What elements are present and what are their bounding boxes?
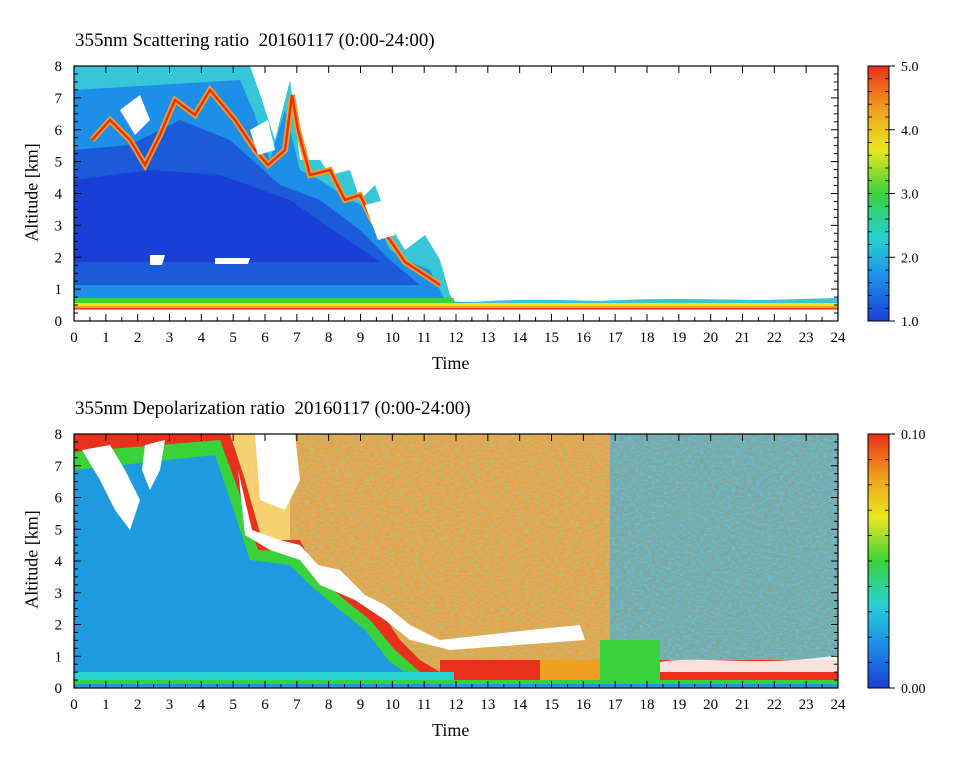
colorbar-tick-label: 5.0 bbox=[901, 60, 919, 75]
x-tick-label: 18 bbox=[640, 330, 655, 346]
x-tick-label: 15 bbox=[544, 330, 559, 346]
y-tick-label: 8 bbox=[55, 427, 63, 443]
x-tick-label: 17 bbox=[608, 330, 624, 346]
x-tick-label: 2 bbox=[134, 697, 142, 713]
x-tick-label: 4 bbox=[198, 330, 206, 346]
x-tick-label: 0 bbox=[70, 330, 78, 346]
x-tick-label: 15 bbox=[544, 697, 559, 713]
x-tick-label: 7 bbox=[293, 330, 301, 346]
x-tick-label: 3 bbox=[166, 330, 174, 346]
x-tick-label: 24 bbox=[831, 330, 847, 346]
x-tick-label: 9 bbox=[357, 697, 365, 713]
y-tick-label: 3 bbox=[55, 586, 63, 602]
x-tick-label: 4 bbox=[198, 697, 206, 713]
x-tick-label: 5 bbox=[229, 697, 237, 713]
x-tick-label: 19 bbox=[671, 697, 686, 713]
x-tick-label: 6 bbox=[261, 330, 269, 346]
colorbar-tick-label: 3.0 bbox=[901, 188, 919, 203]
y-tick-label: 7 bbox=[55, 91, 63, 107]
x-tick-label: 22 bbox=[767, 697, 782, 713]
y-tick-label: 0 bbox=[55, 314, 63, 330]
scattering-heatmap bbox=[74, 66, 838, 321]
y-tick-label: 0 bbox=[55, 681, 63, 697]
x-tick-label: 3 bbox=[166, 697, 174, 713]
y-tick-label: 1 bbox=[55, 282, 63, 298]
x-tick-label: 1 bbox=[102, 697, 110, 713]
depol-cloud-inner bbox=[74, 455, 405, 672]
x-axis-label-depolarization: Time bbox=[432, 720, 470, 740]
x-tick-label: 9 bbox=[357, 330, 365, 346]
x-tick-label: 21 bbox=[735, 697, 750, 713]
colorbar-tick-label: 0.00 bbox=[901, 682, 926, 697]
x-tick-label: 16 bbox=[576, 330, 592, 346]
x-tick-label: 21 bbox=[735, 330, 750, 346]
x-tick-label: 12 bbox=[449, 697, 464, 713]
x-tick-label: 5 bbox=[229, 330, 237, 346]
x-tick-label: 0 bbox=[70, 697, 78, 713]
x-tick-label: 18 bbox=[640, 697, 655, 713]
chart-title-depolarization: 355nm Depolarization ratio 20160117 (0:0… bbox=[75, 398, 471, 419]
x-tick-label: 13 bbox=[480, 330, 495, 346]
x-tick-label: 22 bbox=[767, 330, 782, 346]
colorbar-tick-label: 2.0 bbox=[901, 251, 919, 266]
x-tick-label: 1 bbox=[102, 330, 110, 346]
x-tick-label: 11 bbox=[417, 697, 431, 713]
x-tick-label: 10 bbox=[385, 697, 400, 713]
y-tick-label: 4 bbox=[55, 187, 63, 203]
x-tick-label: 12 bbox=[449, 330, 464, 346]
x-tick-label: 16 bbox=[576, 697, 592, 713]
x-tick-label: 13 bbox=[480, 697, 495, 713]
cloud-core-deep bbox=[74, 170, 380, 262]
x-tick-label: 23 bbox=[799, 697, 814, 713]
colorbar-tick-label: 1.0 bbox=[901, 315, 919, 330]
x-tick-label: 19 bbox=[671, 330, 686, 346]
y-tick-label: 2 bbox=[55, 618, 63, 634]
x-tick-label: 8 bbox=[325, 330, 333, 346]
y-tick-label: 6 bbox=[55, 123, 63, 139]
y-tick-label: 7 bbox=[55, 459, 63, 475]
colorbar-tick-label: 4.0 bbox=[901, 124, 919, 139]
x-tick-label: 7 bbox=[293, 697, 301, 713]
x-tick-label: 17 bbox=[608, 697, 624, 713]
y-tick-label: 1 bbox=[55, 649, 63, 665]
depolarization-heatmap bbox=[74, 434, 838, 688]
x-tick-label: 20 bbox=[703, 697, 718, 713]
x-tick-label: 24 bbox=[831, 697, 847, 713]
x-tick-label: 2 bbox=[134, 330, 142, 346]
x-tick-label: 6 bbox=[261, 697, 269, 713]
x-tick-label: 10 bbox=[385, 330, 400, 346]
y-tick-label: 5 bbox=[55, 155, 63, 171]
x-tick-label: 23 bbox=[799, 330, 814, 346]
colorbar-tick-label: 0.10 bbox=[901, 428, 926, 443]
y-tick-label: 5 bbox=[55, 522, 63, 538]
x-tick-label: 11 bbox=[417, 330, 431, 346]
y-tick-label: 4 bbox=[55, 554, 63, 570]
x-tick-label: 20 bbox=[703, 330, 718, 346]
y-tick-label: 3 bbox=[55, 218, 63, 234]
x-axis-label-scattering: Time bbox=[432, 353, 470, 373]
chart-title-scattering: 355nm Scattering ratio 20160117 (0:00-24… bbox=[75, 30, 435, 51]
y-tick-label: 2 bbox=[55, 250, 63, 266]
y-tick-label: 8 bbox=[55, 59, 63, 75]
x-tick-label: 14 bbox=[512, 697, 528, 713]
x-tick-label: 14 bbox=[512, 330, 528, 346]
x-tick-label: 8 bbox=[325, 697, 333, 713]
y-tick-label: 6 bbox=[55, 491, 63, 507]
